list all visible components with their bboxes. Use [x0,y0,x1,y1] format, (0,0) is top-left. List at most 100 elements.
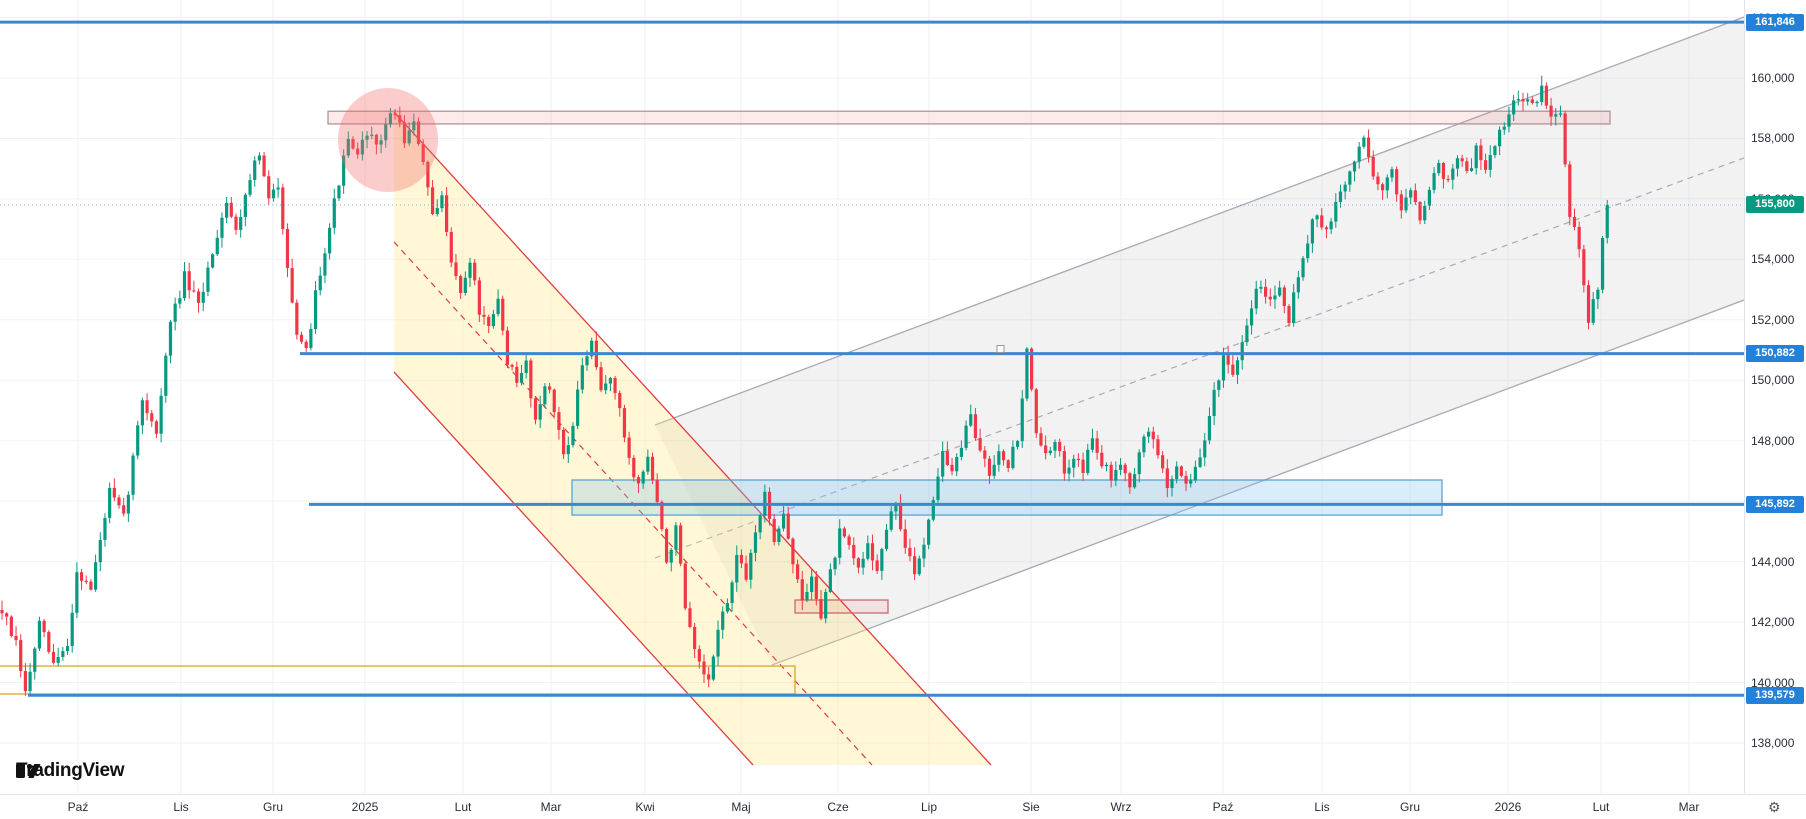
candle-body [178,298,182,304]
candle-body [173,303,177,322]
candle-body [1240,342,1244,361]
candle-body [1287,306,1291,324]
candle-body [1479,145,1483,161]
candle-body [23,671,27,692]
candle-body [1600,237,1605,290]
candle-body [1455,158,1460,169]
candle-body [468,262,472,278]
time-tick-label: Lip [920,800,938,814]
candle-body [328,227,332,254]
candle-body [547,386,552,390]
candle-body [103,517,107,540]
candle-body [1109,464,1113,481]
candle-body [112,487,116,498]
candle-body [1193,466,1197,481]
candle-body [777,528,781,542]
chart-plot-area[interactable]: TradingView [0,0,1744,794]
candle-body [206,267,210,292]
candle-body [987,458,992,476]
price-level-chip[interactable]: 161,846 [1746,13,1804,31]
candle-body [267,176,271,199]
candle-body [856,558,861,568]
candle-body [580,365,584,390]
candle-body [477,280,481,315]
candle-body [1352,161,1357,172]
candle-body [299,334,304,342]
candle-body [412,121,416,131]
candle-body [1268,296,1272,300]
candle-body [1249,308,1254,326]
candle-body [1128,473,1132,488]
candle-body [1493,146,1497,156]
candle-body [1465,161,1469,172]
time-tick-label: Mar [1678,800,1700,814]
candle-body [234,216,238,230]
candle-body [501,298,505,331]
candle-body [805,591,809,601]
candle-body [248,179,252,195]
candle-body [566,445,570,455]
candle-body [1563,113,1567,165]
candle-body [730,582,734,604]
candle-body [164,355,168,396]
candle-body [519,372,524,383]
candle-body [725,603,729,612]
tradingview-logo[interactable]: TradingView [16,760,125,782]
candle-body [679,525,683,564]
candle-body [1151,431,1155,440]
candle-body [758,515,762,533]
candle-body [1427,189,1431,206]
candle-body [239,217,243,230]
candle-body [772,519,776,542]
candle-body [557,412,561,430]
candle-body [1086,449,1090,473]
candle-body [1343,184,1347,192]
price-axis[interactable]: 162,000160,000158,000156,000154,000152,0… [1744,0,1806,794]
candle-body [131,455,135,495]
gear-icon[interactable]: ⚙ [1768,799,1781,815]
candle-body [1259,286,1263,289]
candle-body [168,321,173,356]
candle-body [262,155,266,177]
time-axis[interactable]: ⚙ Paź Lis Gru 2025 Lut Mar Kwi Maj Cze Lip Sie Wrz P… [0,794,1806,819]
ascending-channel-lower-line [771,299,1744,666]
candle-body [56,657,60,663]
candle-body [739,554,744,564]
candle-body [98,539,102,563]
candle-body [945,451,949,465]
candle-body [1432,173,1436,190]
candle-body [884,529,889,550]
candle-body [641,471,645,484]
time-tick-label: Maj [731,800,751,814]
candle-body [978,438,982,451]
candle-body [1226,355,1230,365]
candle-body [870,543,875,561]
candle-body [1179,466,1183,476]
candle-body [1488,155,1492,170]
candle-body [145,400,149,414]
price-level-chip[interactable]: 150,882 [1746,345,1804,363]
candle-body [1292,292,1296,324]
candle-body [243,194,247,218]
price-level-chip[interactable]: 155,800 [1746,196,1804,214]
chart-canvas[interactable] [0,0,1744,794]
candle-body [304,341,308,349]
candle-body [1413,190,1417,203]
resistance-zone [327,110,1611,125]
candle-body [192,290,196,292]
candle-body [440,195,444,209]
candle-body [70,612,74,647]
candle-body [660,501,664,530]
candle-body [159,395,163,434]
candle-body [786,513,790,539]
candle-body [791,538,795,565]
price-level-chip[interactable]: 145,892 [1746,495,1804,513]
candle-body [941,451,945,477]
candle-body [1217,380,1221,390]
price-level-chip[interactable]: 139,579 [1746,686,1804,704]
candle-body [917,558,921,575]
candle-body [1231,364,1235,375]
price-tick-label: 152,000 [1751,312,1795,327]
descending-channel-lower-line [393,371,754,766]
candle-body [1502,126,1506,130]
